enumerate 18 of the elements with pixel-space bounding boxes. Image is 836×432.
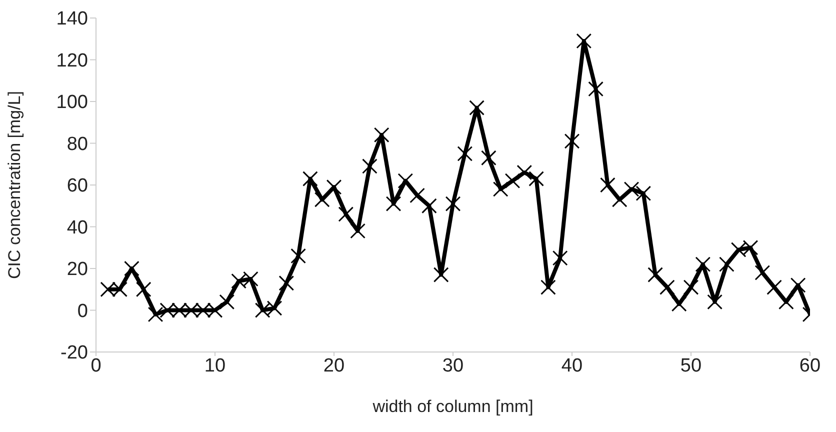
x-axis-title: width of column [mm] — [372, 397, 534, 416]
y-tick-label: 0 — [77, 300, 88, 322]
y-tick-label: 80 — [66, 134, 88, 155]
y-tick-label: 20 — [66, 259, 88, 280]
x-tick-label: 50 — [680, 355, 702, 376]
y-tick-label: 140 — [56, 8, 88, 30]
x-tick-label: 0 — [90, 355, 102, 376]
y-tick-label: -20 — [60, 342, 88, 364]
y-tick-label: 40 — [66, 217, 88, 238]
x-tick-label: 10 — [204, 355, 226, 376]
x-tick-label: 60 — [799, 355, 821, 376]
x-tick-label: 40 — [561, 355, 583, 376]
y-axis-title: CIC concentration [mg/L] — [5, 90, 24, 280]
x-tick-label: 20 — [323, 355, 345, 376]
y-tick-label: 120 — [56, 50, 88, 72]
y-tick-label: 100 — [56, 92, 88, 114]
y-tick-label: 60 — [66, 176, 88, 197]
x-tick-label: 30 — [442, 355, 464, 376]
